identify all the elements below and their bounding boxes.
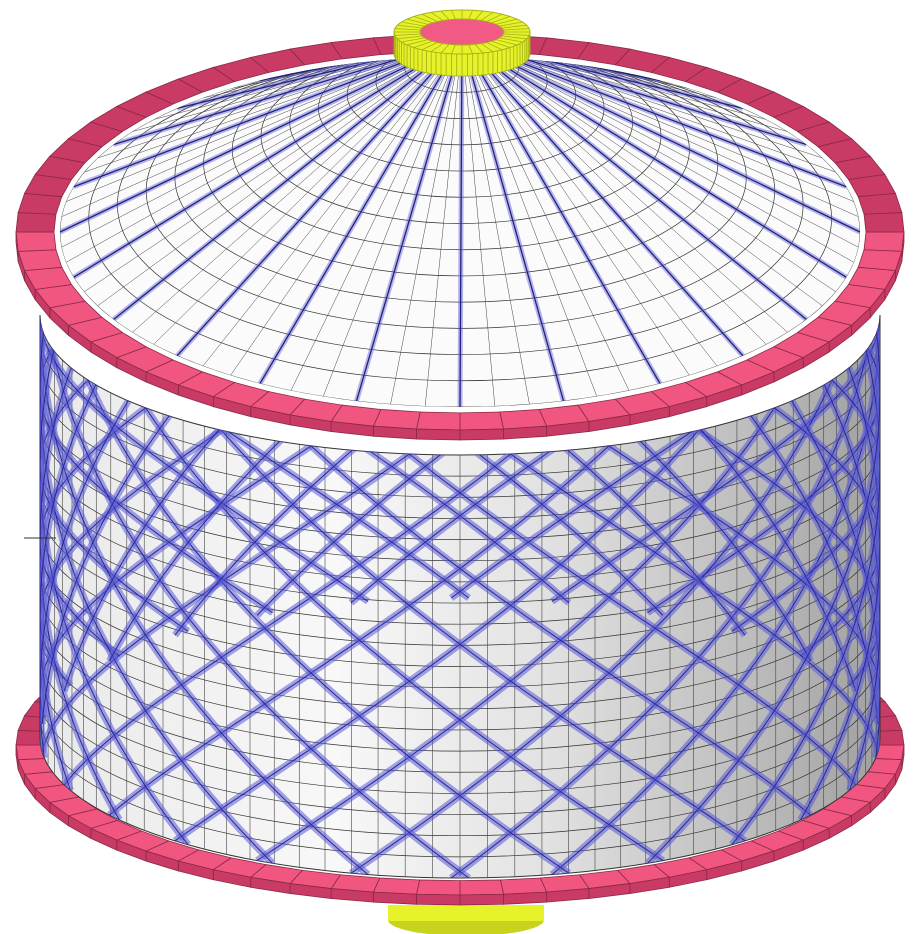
bottom-ring-segment bbox=[373, 878, 419, 894]
bottom-ring-face bbox=[504, 892, 547, 904]
top-ring-segment bbox=[500, 409, 547, 429]
bottom-ring-segment bbox=[460, 880, 504, 895]
bottom-hub bbox=[388, 904, 544, 934]
top-ring-segment bbox=[864, 213, 904, 232]
top-ring-segment bbox=[16, 232, 56, 251]
top-ring-segment bbox=[864, 232, 904, 251]
top-ring-segment bbox=[16, 213, 56, 232]
bottom-ring-face bbox=[416, 894, 460, 905]
top-ring-face bbox=[460, 429, 504, 440]
bottom-ring-face bbox=[460, 894, 504, 905]
bottom-ring-segment bbox=[416, 880, 460, 895]
top-ring-segment bbox=[416, 412, 460, 430]
top-hub bbox=[394, 10, 530, 76]
top-ring-segment bbox=[18, 250, 62, 271]
bottom-ring-face bbox=[373, 892, 416, 904]
top-ring-segment bbox=[460, 412, 504, 430]
bottom-ring-segment bbox=[500, 878, 546, 894]
top-ring-segment bbox=[858, 193, 902, 214]
top-ring-segment bbox=[373, 409, 420, 429]
top-ring-face bbox=[416, 429, 460, 440]
